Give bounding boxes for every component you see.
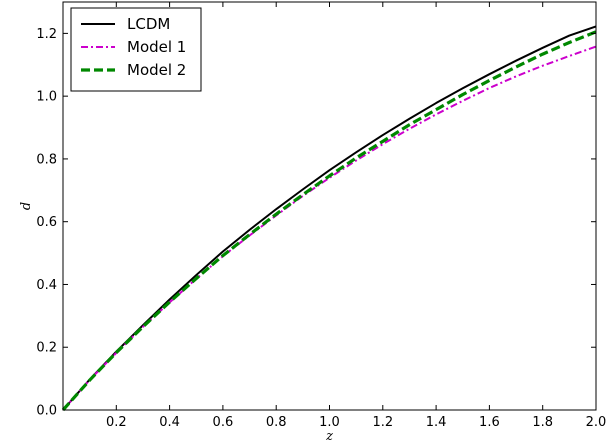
series-line-model-2 [61,30,597,412]
x-tick-label: 0.8 [266,415,287,430]
series-line-model-1 [62,45,597,411]
x-tick-label: 1.4 [426,415,447,430]
legend: LCDM Model 1 Model 2 [70,7,202,92]
ticks-layer: 0.2 0.4 0.6 0.8 1.0 1.2 1.4 1.6 1.8 2.0 0.0 0.2 0.4 0… [36,2,606,430]
legend-label: Model 2 [127,61,186,79]
y-tick-label: 0.0 [36,404,57,419]
y-tick-label: 0.2 [36,341,57,356]
y-tick-label: 0.6 [36,215,57,230]
legend-box [70,7,202,92]
y-tick-label: 1.0 [36,90,57,105]
x-axis-label: z [325,429,333,443]
x-tick-label: 1.2 [372,415,393,430]
x-tick-label: 0.2 [106,415,127,430]
legend-label: LCDM [127,15,170,33]
x-tick-label: 2.0 [586,415,607,430]
y-tick-label: 1.2 [36,27,57,42]
x-tick-label: 1.6 [479,415,500,430]
series-line-lcdm [62,25,597,411]
y-tick-label: 0.8 [36,152,57,167]
y-tick-label: 0.4 [36,278,57,293]
x-tick-label: 0.6 [213,415,234,430]
x-tick-label: 1.0 [319,415,340,430]
y-axis-label: d [19,202,34,210]
x-tick-label: 1.8 [532,415,553,430]
series-layer [61,25,597,412]
x-tick-label: 0.4 [159,415,180,430]
legend-label: Model 1 [127,38,186,56]
